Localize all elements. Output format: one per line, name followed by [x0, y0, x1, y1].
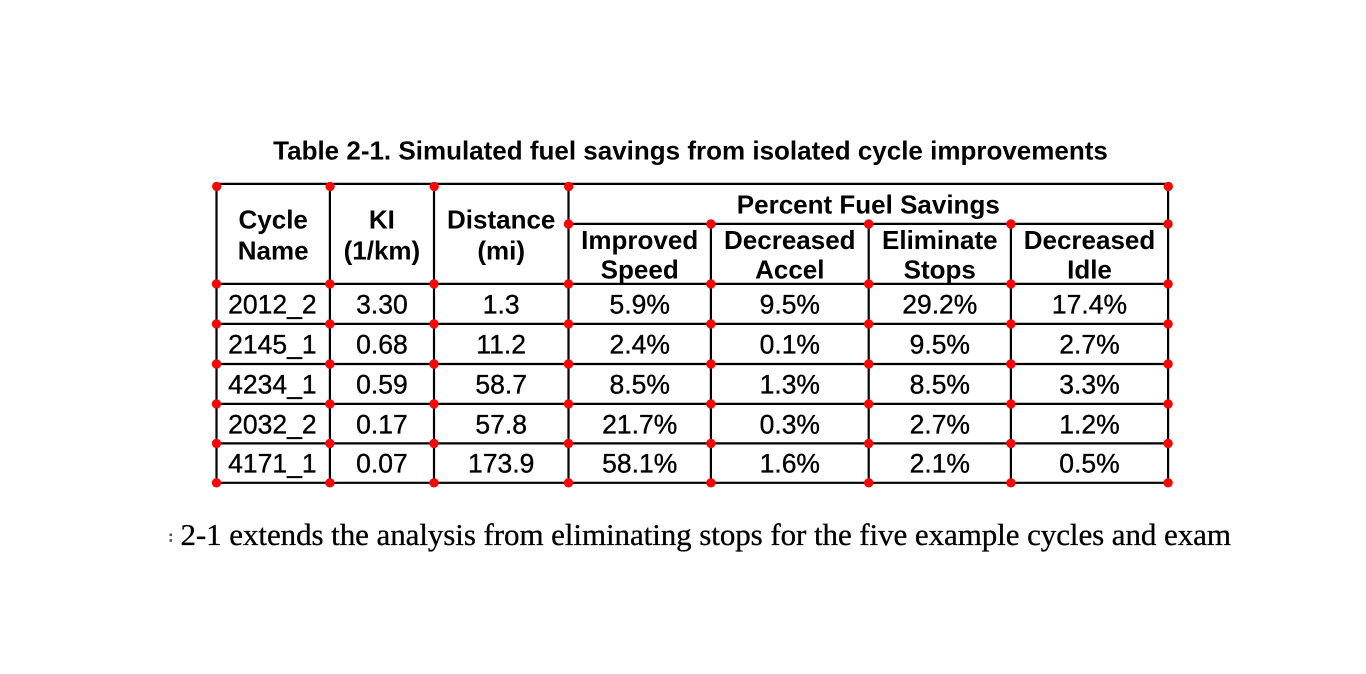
svg-text:58.7: 58.7 [475, 370, 527, 400]
svg-text:9.5%: 9.5% [910, 330, 970, 360]
svg-text:17.4%: 17.4% [1052, 290, 1127, 320]
svg-text:11.2: 11.2 [476, 330, 526, 360]
svg-text:0.17: 0.17 [356, 409, 408, 439]
svg-text:0.68: 0.68 [356, 330, 408, 360]
svg-text:57.8: 57.8 [475, 409, 527, 439]
svg-text:2-1 extends the analysis from: 2-1 extends the analysis from eliminatin… [181, 517, 1231, 552]
svg-text:Name: Name [238, 236, 309, 266]
svg-text:2012_2: 2012_2 [228, 290, 316, 320]
svg-text:3.30: 3.30 [356, 290, 408, 320]
svg-text:2032_2: 2032_2 [228, 409, 316, 439]
svg-text:0.5%: 0.5% [1059, 449, 1119, 479]
svg-text:29.2%: 29.2% [902, 290, 977, 320]
svg-text:Eliminate: Eliminate [882, 225, 998, 255]
svg-text:2.1%: 2.1% [910, 449, 970, 479]
svg-text:(mi): (mi) [477, 236, 525, 266]
svg-text:1.3: 1.3 [483, 290, 520, 320]
svg-text:Table 2-1. Simulated fuel savi: Table 2-1. Simulated fuel savings from i… [273, 136, 1108, 166]
svg-text:9.5%: 9.5% [760, 290, 820, 320]
svg-text:4234_1: 4234_1 [228, 370, 316, 400]
svg-text:0.1%: 0.1% [760, 330, 820, 360]
svg-text:5.9%: 5.9% [609, 290, 669, 320]
svg-text:Cycle: Cycle [239, 205, 308, 235]
svg-text:1.3%: 1.3% [760, 370, 820, 400]
svg-text:Decreased: Decreased [724, 225, 856, 255]
svg-text:2.7%: 2.7% [1059, 330, 1119, 360]
svg-text:Accel: Accel [755, 254, 824, 284]
svg-text:1.2%: 1.2% [1059, 409, 1119, 439]
svg-text:8.5%: 8.5% [609, 370, 669, 400]
svg-text:3.3%: 3.3% [1059, 370, 1119, 400]
svg-text:58.1%: 58.1% [602, 449, 677, 479]
svg-text:Speed: Speed [601, 254, 679, 284]
svg-text:0.07: 0.07 [356, 449, 408, 479]
svg-text:Decreased: Decreased [1024, 225, 1156, 255]
svg-text:21.7%: 21.7% [602, 409, 677, 439]
svg-text:173.9: 173.9 [468, 449, 534, 479]
svg-text:0.3%: 0.3% [760, 409, 820, 439]
svg-text:2145_1: 2145_1 [228, 330, 316, 360]
svg-text:KI: KI [369, 205, 395, 235]
svg-text:2.4%: 2.4% [609, 330, 669, 360]
svg-text:Stops: Stops [904, 254, 976, 284]
svg-text:8.5%: 8.5% [910, 370, 970, 400]
svg-text:4171_1: 4171_1 [228, 449, 316, 479]
svg-text:1.6%: 1.6% [760, 449, 820, 479]
svg-text:2.7%: 2.7% [910, 409, 970, 439]
svg-text:Improved: Improved [581, 225, 698, 255]
svg-text:(1/km): (1/km) [344, 236, 421, 266]
svg-text:Distance: Distance [447, 205, 555, 235]
svg-text:Percent Fuel Savings: Percent Fuel Savings [737, 190, 1000, 220]
svg-text:0.59: 0.59 [356, 370, 408, 400]
svg-text:Idle: Idle [1067, 254, 1112, 284]
